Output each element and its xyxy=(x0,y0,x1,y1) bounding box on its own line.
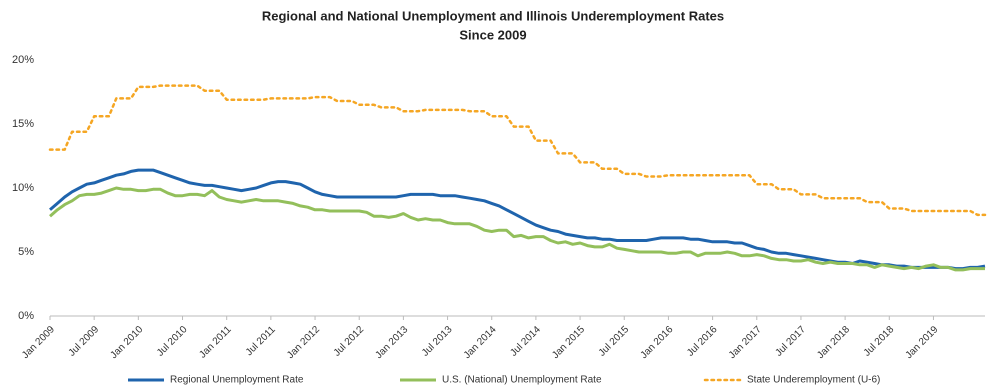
x-tick-label: Jul 2013 xyxy=(420,324,455,359)
x-tick-label: Jan 2012 xyxy=(285,324,322,361)
y-tick-label: 5% xyxy=(18,246,34,258)
x-tick-label: Jul 2015 xyxy=(597,324,632,359)
chart-subtitle: Since 2009 xyxy=(459,27,526,42)
x-tick-label: Jul 2010 xyxy=(155,324,190,359)
x-tick-label: Jan 2015 xyxy=(550,324,587,361)
x-tick-label: Jul 2012 xyxy=(332,324,367,359)
y-tick-label: 0% xyxy=(18,310,34,322)
x-tick-label: Jul 2011 xyxy=(244,324,278,358)
x-tick-label: Jan 2016 xyxy=(639,324,676,361)
y-tick-label: 15% xyxy=(12,118,34,130)
x-tick-label: Jan 2013 xyxy=(373,324,410,361)
x-tick-label: Jan 2017 xyxy=(727,324,764,361)
x-tick-label: Jan 2011 xyxy=(197,324,234,361)
x-tick-label: Jan 2014 xyxy=(462,324,499,361)
x-tick-label: Jan 2009 xyxy=(20,324,57,361)
x-tick-label: Jan 2018 xyxy=(815,324,852,361)
legend-label: Regional Unemployment Rate xyxy=(170,375,304,386)
x-tick-label: Jul 2009 xyxy=(67,324,102,359)
x-tick-label: Jul 2014 xyxy=(508,324,543,359)
x-tick-label: Jul 2018 xyxy=(862,324,897,359)
legend-label: State Underemployment (U-6) xyxy=(747,375,880,386)
legend-label: U.S. (National) Unemployment Rate xyxy=(442,375,602,386)
x-tick-label: Jul 2017 xyxy=(773,324,808,359)
series-line xyxy=(49,186,985,272)
y-tick-label: 10% xyxy=(12,182,34,194)
series-line xyxy=(49,168,986,271)
y-tick-label: 20% xyxy=(12,54,34,66)
x-tick-label: Jan 2019 xyxy=(904,324,941,361)
series-line xyxy=(48,84,987,217)
chart-title: Regional and National Unemployment and I… xyxy=(262,8,724,23)
x-tick-label: Jul 2016 xyxy=(685,324,720,359)
x-tick-label: Jan 2010 xyxy=(108,324,145,361)
